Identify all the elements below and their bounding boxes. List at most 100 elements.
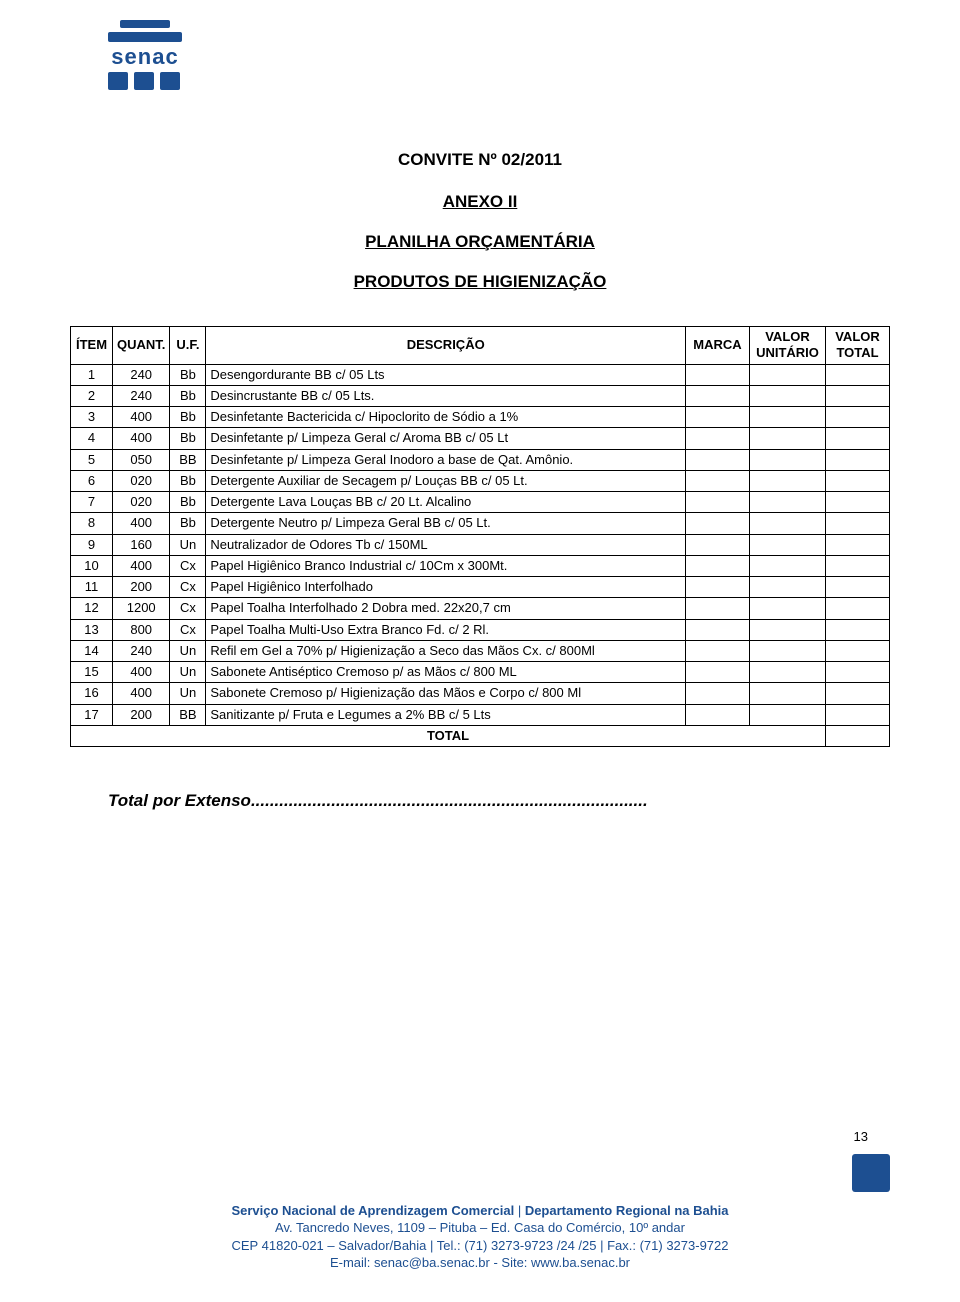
table-row: 14240UnRefil em Gel a 70% p/ Higienizaçã…	[71, 640, 890, 661]
cell-item: 17	[71, 704, 113, 725]
footer-sep: |	[514, 1203, 525, 1218]
cell-valor-total	[826, 683, 890, 704]
cell-desc: Sabonete Cremoso p/ Higienização das Mão…	[206, 683, 686, 704]
table-header: ÍTEM QUANT. U.F. DESCRIÇÃO MARCA VALOR U…	[71, 327, 890, 365]
cell-valor-total	[826, 492, 890, 513]
cell-valor-total	[826, 534, 890, 555]
cell-valor-total	[826, 385, 890, 406]
cell-uf: Bb	[170, 385, 206, 406]
table-row: 13800CxPapel Toalha Multi-Uso Extra Bran…	[71, 619, 890, 640]
col-valor-unit: VALOR UNITÁRIO	[750, 327, 826, 365]
doc-planilha: PLANILHA ORÇAMENTÁRIA	[70, 232, 890, 252]
cell-marca	[686, 683, 750, 704]
col-marca: MARCA	[686, 327, 750, 365]
cell-desc: Desinfetante Bactericida c/ Hipoclorito …	[206, 407, 686, 428]
col-uf: U.F.	[170, 327, 206, 365]
cell-quant: 400	[113, 555, 170, 576]
cell-quant: 400	[113, 513, 170, 534]
cell-item: 1	[71, 364, 113, 385]
table-row: 9160UnNeutralizador de Odores Tb c/ 150M…	[71, 534, 890, 555]
cell-valor-total	[826, 449, 890, 470]
cell-valor-unit	[750, 662, 826, 683]
cell-uf: Bb	[170, 428, 206, 449]
cell-item: 16	[71, 683, 113, 704]
cell-marca	[686, 619, 750, 640]
cell-uf: Un	[170, 534, 206, 555]
cell-quant: 400	[113, 407, 170, 428]
table-row: 15400UnSabonete Antiséptico Cremoso p/ a…	[71, 662, 890, 683]
col-valor-total: VALOR TOTAL	[826, 327, 890, 365]
doc-title: CONVITE Nº 02/2011	[70, 150, 890, 170]
page-number-box	[852, 1154, 890, 1192]
cell-valor-unit	[750, 683, 826, 704]
cell-item: 4	[71, 428, 113, 449]
cell-valor-unit	[750, 598, 826, 619]
cell-desc: Papel Higiênico Interfolhado	[206, 577, 686, 598]
table-body: 1240BbDesengordurante BB c/ 05 Lts2240Bb…	[71, 364, 890, 725]
cell-uf: Cx	[170, 577, 206, 598]
cell-quant: 400	[113, 683, 170, 704]
cell-desc: Papel Higiênico Branco Industrial c/ 10C…	[206, 555, 686, 576]
cell-desc: Desinfetante p/ Limpeza Geral Inodoro a …	[206, 449, 686, 470]
cell-desc: Sanitizante p/ Fruta e Legumes a 2% BB c…	[206, 704, 686, 725]
cell-desc: Refil em Gel a 70% p/ Higienização a Sec…	[206, 640, 686, 661]
cell-desc: Desincrustante BB c/ 05 Lts.	[206, 385, 686, 406]
logo-square	[108, 72, 128, 90]
cell-quant: 020	[113, 470, 170, 491]
cell-valor-unit	[750, 640, 826, 661]
cell-quant: 020	[113, 492, 170, 513]
cell-uf: BB	[170, 704, 206, 725]
cell-valor-total	[826, 577, 890, 598]
cell-uf: Bb	[170, 364, 206, 385]
cell-marca	[686, 534, 750, 555]
cell-marca	[686, 704, 750, 725]
cell-item: 8	[71, 513, 113, 534]
cell-quant: 200	[113, 577, 170, 598]
table-row: 8400BbDetergente Neutro p/ Limpeza Geral…	[71, 513, 890, 534]
cell-valor-unit	[750, 364, 826, 385]
cell-item: 10	[71, 555, 113, 576]
cell-marca	[686, 407, 750, 428]
logo-bar	[120, 20, 170, 28]
cell-desc: Detergente Lava Louças BB c/ 20 Lt. Alca…	[206, 492, 686, 513]
cell-desc: Sabonete Antiséptico Cremoso p/ as Mãos …	[206, 662, 686, 683]
cell-quant: 240	[113, 640, 170, 661]
cell-valor-unit	[750, 407, 826, 428]
cell-valor-total	[826, 513, 890, 534]
cell-item: 9	[71, 534, 113, 555]
cell-uf: Bb	[170, 470, 206, 491]
cell-marca	[686, 449, 750, 470]
cell-valor-unit	[750, 428, 826, 449]
logo-square	[134, 72, 154, 90]
cell-valor-unit	[750, 385, 826, 406]
cell-marca	[686, 428, 750, 449]
cell-marca	[686, 662, 750, 683]
cell-item: 14	[71, 640, 113, 661]
cell-quant: 240	[113, 364, 170, 385]
cell-quant: 240	[113, 385, 170, 406]
cell-desc: Papel Toalha Interfolhado 2 Dobra med. 2…	[206, 598, 686, 619]
cell-uf: Cx	[170, 619, 206, 640]
table-row: 4400BbDesinfetante p/ Limpeza Geral c/ A…	[71, 428, 890, 449]
total-value	[826, 725, 890, 746]
cell-valor-unit	[750, 577, 826, 598]
cell-desc: Neutralizador de Odores Tb c/ 150ML	[206, 534, 686, 555]
cell-uf: Cx	[170, 598, 206, 619]
cell-valor-total	[826, 428, 890, 449]
cell-marca	[686, 640, 750, 661]
col-desc: DESCRIÇÃO	[206, 327, 686, 365]
table-header-row: ÍTEM QUANT. U.F. DESCRIÇÃO MARCA VALOR U…	[71, 327, 890, 365]
cell-quant: 1200	[113, 598, 170, 619]
cell-valor-unit	[750, 449, 826, 470]
cell-uf: Un	[170, 683, 206, 704]
cell-valor-total	[826, 598, 890, 619]
senac-logo: senac	[100, 20, 190, 90]
cell-desc: Desinfetante p/ Limpeza Geral c/ Aroma B…	[206, 428, 686, 449]
cell-item: 7	[71, 492, 113, 513]
col-item: ÍTEM	[71, 327, 113, 365]
cell-valor-unit	[750, 555, 826, 576]
cell-valor-total	[826, 407, 890, 428]
total-extenso: Total por Extenso.......................…	[70, 791, 890, 811]
logo-bar	[108, 32, 182, 42]
cell-uf: BB	[170, 449, 206, 470]
